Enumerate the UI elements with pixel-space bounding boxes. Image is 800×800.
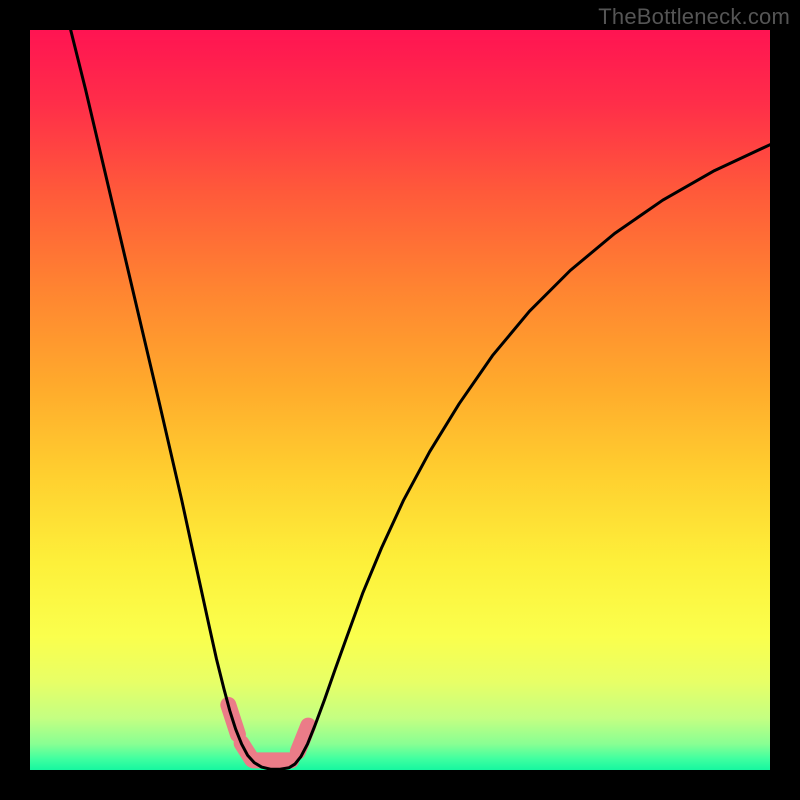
chart-svg: [30, 30, 770, 770]
watermark: TheBottleneck.com: [598, 4, 790, 30]
chart-background: [30, 30, 770, 770]
chart-area: [30, 30, 770, 770]
